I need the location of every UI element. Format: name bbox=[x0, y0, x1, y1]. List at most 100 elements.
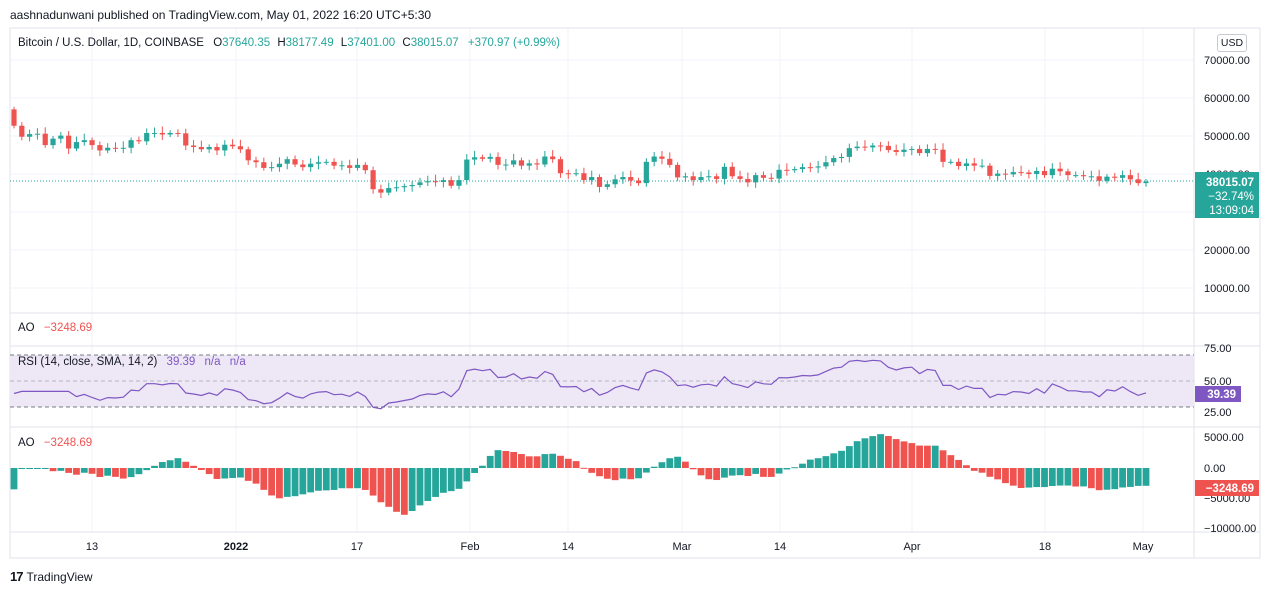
candle-body bbox=[34, 133, 41, 135]
candle-body bbox=[682, 176, 688, 178]
ao-bar bbox=[658, 462, 666, 468]
candle-body bbox=[768, 177, 774, 179]
candle-body bbox=[81, 140, 87, 143]
ao-bar bbox=[1072, 468, 1080, 487]
ao-bar bbox=[869, 436, 877, 468]
ao-bar bbox=[158, 462, 166, 468]
ao-legend-1: AO −3248.69 bbox=[18, 322, 92, 334]
time-axis[interactable]: 13 2022 17 Feb 14 Mar 14 Apr 18 May bbox=[86, 541, 1154, 553]
ao-bar bbox=[400, 468, 408, 515]
candle-body bbox=[276, 163, 283, 168]
candle-body bbox=[206, 147, 212, 150]
ao-bar bbox=[244, 468, 252, 481]
candle-body bbox=[128, 140, 134, 148]
ao-bar bbox=[1017, 468, 1025, 488]
ao-bar bbox=[41, 468, 49, 469]
ao-bar bbox=[791, 467, 799, 469]
candle-body bbox=[136, 140, 142, 142]
ao-bar bbox=[541, 454, 549, 468]
ao-bar bbox=[1064, 468, 1072, 486]
ao-bar bbox=[963, 465, 970, 468]
tradingview-logo-text: TradingView bbox=[26, 569, 93, 584]
candle-body bbox=[971, 163, 977, 166]
candle-body bbox=[284, 159, 290, 164]
ao-bar bbox=[681, 461, 689, 468]
candle-body bbox=[651, 156, 657, 162]
candle-body bbox=[370, 170, 376, 190]
ao-bar bbox=[884, 436, 892, 468]
candle-body bbox=[97, 145, 103, 151]
ao-bar bbox=[939, 450, 947, 468]
rsi-legend: RSI (14, close, SMA, 14, 2) 39.39 n/a n/… bbox=[18, 356, 246, 368]
candle-body bbox=[511, 160, 517, 165]
ao-bar bbox=[596, 468, 603, 477]
ao-bar bbox=[627, 468, 635, 480]
candle-body bbox=[909, 148, 915, 150]
ao-bar bbox=[455, 468, 463, 489]
candle-body bbox=[331, 161, 337, 166]
ao-bar bbox=[830, 453, 838, 468]
ao-bar bbox=[924, 445, 931, 468]
candle-body bbox=[378, 189, 384, 193]
ao-bar bbox=[65, 468, 73, 473]
ao-bar bbox=[10, 468, 18, 490]
candle-body bbox=[417, 182, 423, 186]
ao-bar bbox=[127, 468, 135, 478]
candle-body bbox=[534, 163, 540, 165]
ao-bar bbox=[783, 468, 791, 470]
ao-bar bbox=[276, 468, 283, 499]
currency-button[interactable]: USD bbox=[1217, 34, 1247, 52]
candle-body bbox=[66, 135, 72, 149]
candle-body bbox=[393, 187, 400, 189]
candle-body bbox=[183, 133, 189, 146]
candle-body bbox=[1119, 175, 1126, 178]
candle-body bbox=[690, 176, 696, 181]
ao-bar bbox=[96, 468, 104, 477]
ao-bar bbox=[354, 468, 361, 489]
candle-body bbox=[784, 169, 790, 171]
candle-body bbox=[214, 147, 220, 151]
ao-bar bbox=[307, 468, 315, 493]
candle-body bbox=[1057, 168, 1063, 172]
rsi-last-label bbox=[1195, 386, 1241, 402]
ao-bar bbox=[588, 468, 596, 473]
ao-bar bbox=[18, 468, 26, 469]
rsi-tick-25: 25.00 bbox=[1204, 407, 1232, 419]
ao-bar bbox=[57, 468, 65, 471]
candle-body bbox=[862, 146, 868, 148]
candle-body bbox=[269, 167, 275, 169]
candle-body bbox=[698, 177, 704, 181]
candle-body bbox=[409, 185, 415, 187]
rsi-last-value: 39.39 bbox=[1207, 389, 1236, 401]
candle-body bbox=[347, 165, 353, 168]
ao-bar bbox=[502, 451, 510, 468]
candle-body bbox=[776, 169, 782, 179]
symbol-legend: Bitcoin / U.S. Dollar, 1D, COINBASE O376… bbox=[18, 37, 560, 49]
ao-bar bbox=[471, 468, 479, 473]
candle-body bbox=[956, 161, 962, 167]
ao-bar bbox=[393, 468, 400, 512]
ao-tick-5000: 5000.00 bbox=[1204, 432, 1244, 444]
tradingview-logo[interactable]: 17 TradingView bbox=[10, 569, 93, 584]
ao-bar bbox=[510, 451, 518, 468]
chart-frame bbox=[9, 27, 1261, 559]
candle-body bbox=[1018, 172, 1024, 174]
candle-body bbox=[503, 164, 509, 166]
candle-body bbox=[198, 147, 204, 150]
ao-bar bbox=[112, 468, 119, 477]
price-tick-70000: 70000.00 bbox=[1204, 55, 1250, 67]
ao-bar bbox=[1119, 468, 1126, 488]
candle-body bbox=[948, 161, 954, 163]
ao-bar bbox=[369, 468, 377, 496]
ao-bar bbox=[674, 456, 681, 468]
ao-bar bbox=[135, 468, 143, 475]
ao-bar bbox=[799, 463, 806, 468]
ao-bar bbox=[916, 445, 923, 468]
candle-body bbox=[323, 161, 329, 163]
candle-body bbox=[354, 164, 361, 168]
candle-body bbox=[1135, 179, 1141, 184]
candle-body bbox=[589, 177, 595, 181]
candle-body bbox=[245, 149, 251, 161]
candle-body bbox=[557, 159, 564, 174]
